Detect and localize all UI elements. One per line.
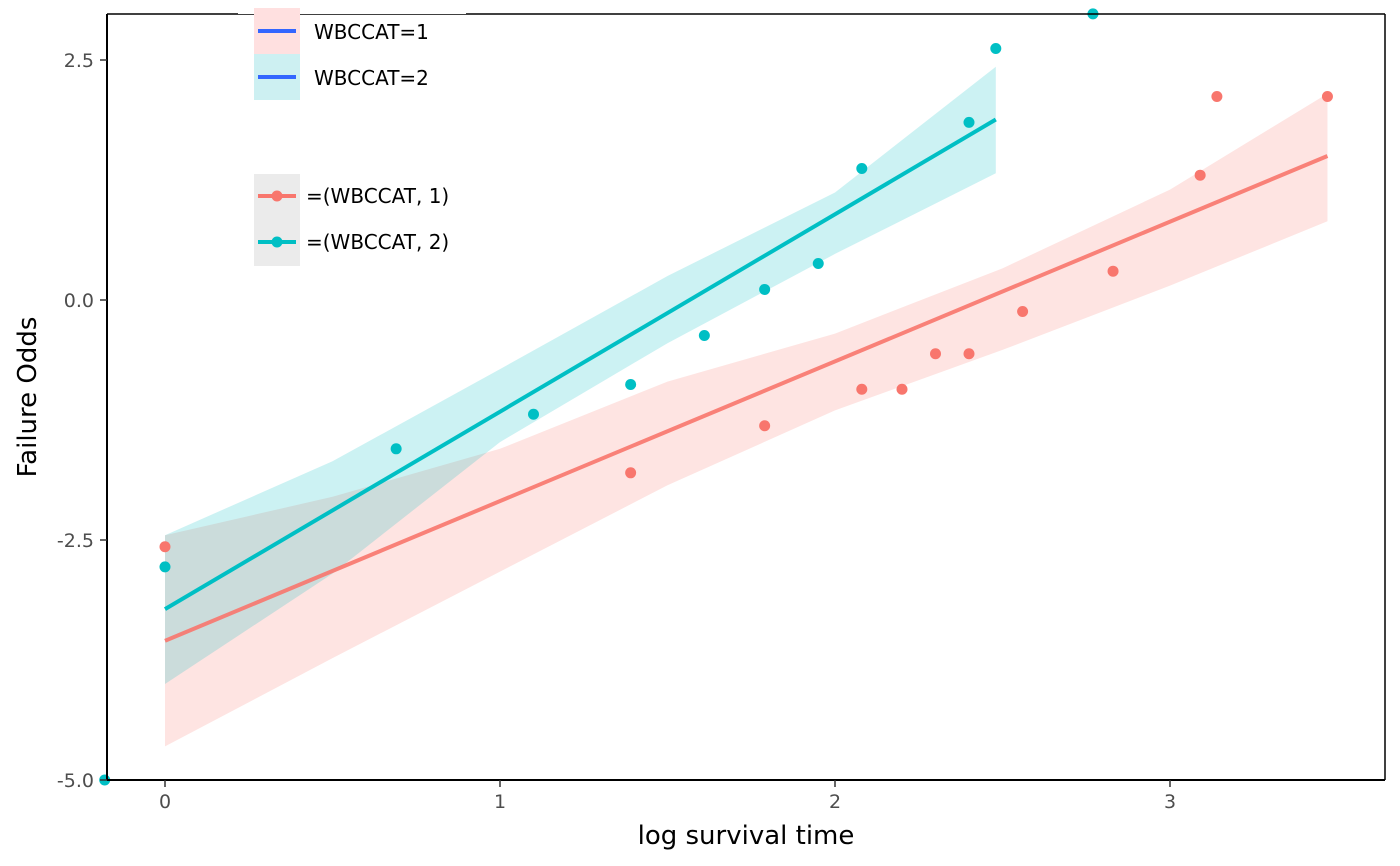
y-tick-label: 0.0 xyxy=(64,290,94,312)
x-tick-label: 2 xyxy=(829,791,841,813)
data-point-s2-6 xyxy=(759,283,771,295)
data-point-s2-2 xyxy=(390,443,402,455)
legend-fit: WBCCAT=1 WBCCAT=2 xyxy=(238,0,466,100)
fit-line-2 xyxy=(163,117,997,611)
x-ticks: 0 1 2 3 xyxy=(159,780,1176,813)
data-point-s1-9 xyxy=(1107,265,1119,277)
points-layer xyxy=(99,8,1333,786)
y-tick-label: 2.5 xyxy=(64,50,94,72)
legend-points: =(WBCCAT, 1) =(WBCCAT, 2) xyxy=(254,174,449,266)
data-point-s1-3 xyxy=(759,420,771,432)
data-point-s1-6 xyxy=(930,348,941,360)
legend-points-label-2: =(WBCCAT, 2) xyxy=(306,230,449,254)
data-point-s2-10 xyxy=(990,42,1002,54)
data-point-s1-8 xyxy=(1017,306,1029,318)
data-point-s2-5 xyxy=(698,330,710,342)
data-point-s1-12 xyxy=(1321,90,1333,102)
y-tick-label: -2.5 xyxy=(57,530,94,552)
axes xyxy=(106,13,1386,781)
x-tick-label: 1 xyxy=(494,791,506,813)
legend-points-label-1: =(WBCCAT, 1) xyxy=(306,184,449,208)
y-axis-title: Failure Odds xyxy=(13,317,43,478)
data-point-s1-7 xyxy=(963,348,975,360)
bands-layer xyxy=(165,66,1328,747)
data-point-s1-11 xyxy=(1211,90,1223,102)
confidence-band-2 xyxy=(165,66,996,685)
fit-lines-layer xyxy=(163,117,1329,643)
data-point-s1-10 xyxy=(1194,169,1206,181)
data-point-s2-9 xyxy=(963,116,975,128)
data-point-s2-3 xyxy=(528,408,539,420)
data-point-s2-1 xyxy=(159,561,171,573)
x-tick-label: 0 xyxy=(159,791,171,813)
data-point-s1-4 xyxy=(856,383,868,395)
x-axis-title: log survival time xyxy=(638,821,855,851)
legend-points-key-1-dot xyxy=(271,190,283,202)
fit-line-1 xyxy=(164,154,1329,643)
y-tick-label: -5.0 xyxy=(57,770,94,792)
data-point-s2-4 xyxy=(625,378,637,390)
legend-points-key-2-dot xyxy=(271,236,283,248)
legend-fit-label-2: WBCCAT=2 xyxy=(314,66,429,90)
data-point-s1-2 xyxy=(625,467,637,479)
y-ticks: -5.0 -2.5 0.0 2.5 xyxy=(57,50,107,792)
legend-fit-label-1: WBCCAT=1 xyxy=(314,20,429,44)
data-point-s2-8 xyxy=(856,162,868,174)
data-point-s1-1 xyxy=(159,541,171,553)
data-point-s1-5 xyxy=(896,383,908,395)
x-tick-label: 3 xyxy=(1164,791,1176,813)
confidence-band-1 xyxy=(165,93,1328,747)
data-point-s2-7 xyxy=(812,258,824,270)
